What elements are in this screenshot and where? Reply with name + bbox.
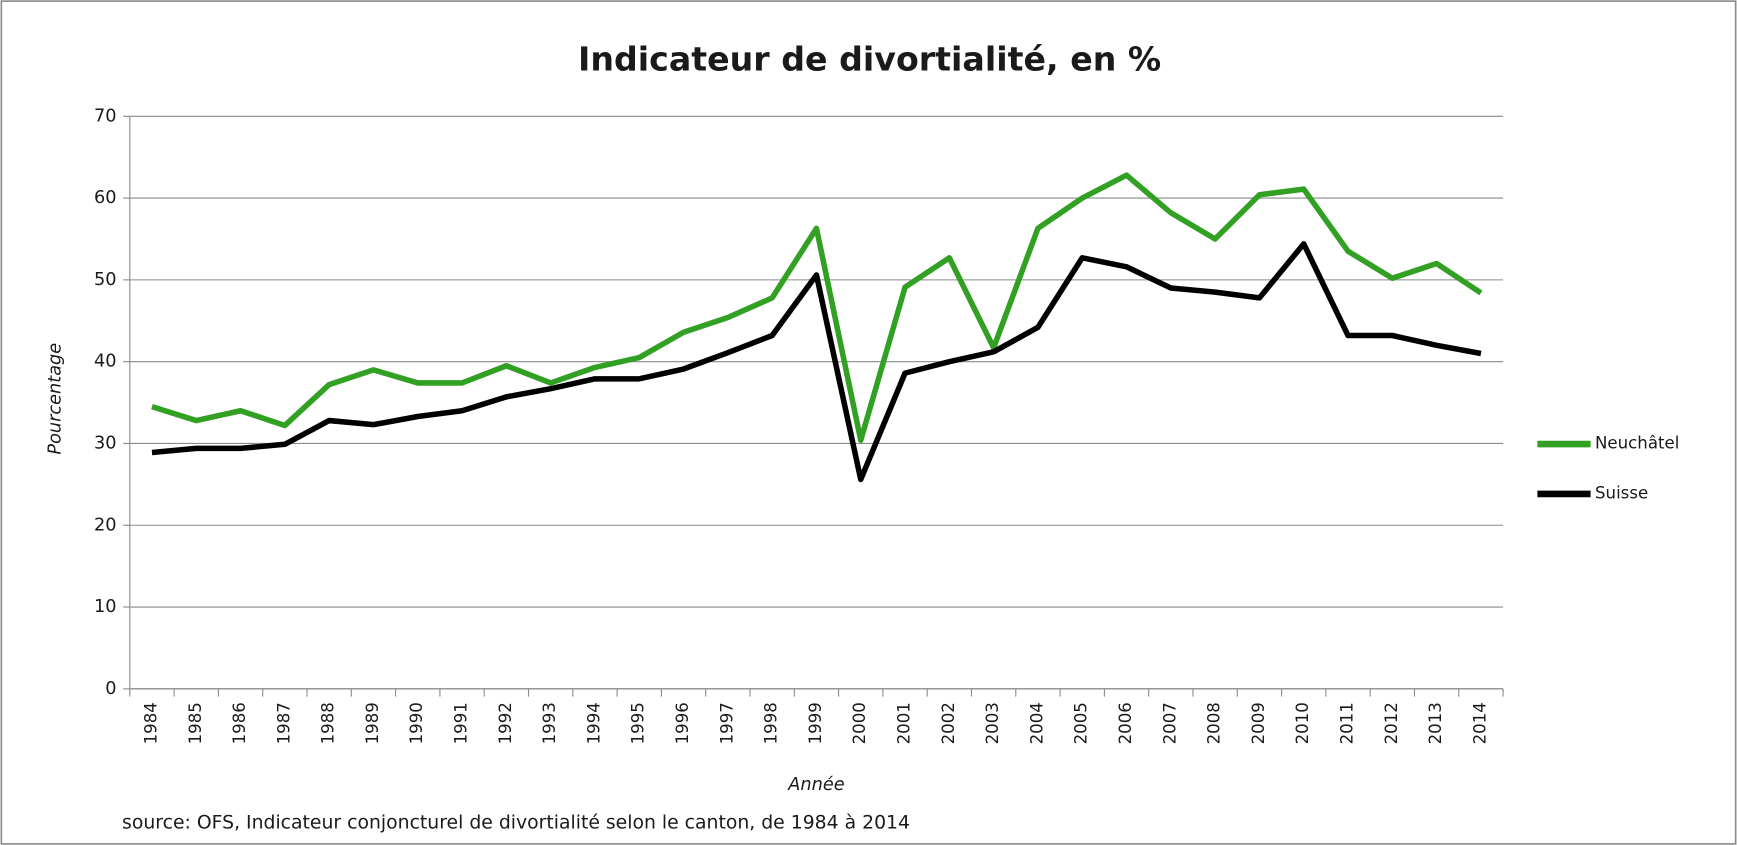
x-tick-label: 1991 [452, 702, 471, 744]
x-tick-label: 2006 [1116, 702, 1135, 744]
x-tick-label: 2000 [850, 702, 869, 744]
y-tick-label: 10 [94, 597, 117, 617]
y-tick-label: 40 [94, 352, 117, 372]
x-tick-label: 2011 [1338, 702, 1357, 744]
y-tick-label: 60 [94, 188, 117, 208]
x-tick-label: 2005 [1072, 702, 1091, 744]
x-tick-label: 1992 [496, 702, 515, 744]
x-tick-label: 1988 [319, 702, 338, 744]
x-tick-label: 1999 [806, 702, 825, 744]
y-tick-label: 50 [94, 270, 117, 290]
legend-label: Suisse [1595, 483, 1648, 502]
x-tick-label: 2014 [1470, 702, 1489, 744]
x-tick-label: 2008 [1205, 702, 1224, 744]
x-tick-label: 1997 [717, 702, 736, 744]
x-tick-label: 2010 [1293, 702, 1312, 744]
y-tick-label: 30 [94, 433, 117, 453]
x-tick-label: 2013 [1426, 702, 1445, 744]
x-tick-label: 1987 [274, 702, 293, 744]
series-line [151, 241, 1482, 483]
x-tick-label: 2001 [895, 702, 914, 744]
x-tick-label: 2004 [1027, 702, 1046, 744]
x-tick-label: 2002 [939, 702, 958, 744]
legend-label: Neuchâtel [1595, 434, 1679, 453]
chart-title: Indicateur de divortialité, en % [578, 39, 1161, 78]
x-tick-label: 1989 [363, 702, 382, 744]
x-tick-label: 1985 [186, 702, 205, 744]
source-note: source: OFS, Indicateur conjoncturel de … [122, 812, 910, 833]
y-axis-label: Pourcentage [46, 343, 66, 455]
x-tick-label: 2003 [983, 702, 1002, 744]
x-tick-label: 1996 [673, 702, 692, 744]
y-tick-label: 20 [94, 515, 117, 535]
x-tick-label: 1984 [141, 702, 160, 744]
x-tick-label: 1998 [762, 702, 781, 744]
series-line [151, 172, 1483, 443]
x-tick-label: 2012 [1382, 702, 1401, 744]
x-tick-label: 1990 [407, 702, 426, 744]
x-tick-label: 1993 [540, 702, 559, 744]
y-tick-label: 0 [105, 679, 116, 699]
x-category-ticks [129, 688, 1504, 697]
y-tick-label: 70 [94, 106, 117, 126]
x-tick-label: 1994 [584, 702, 603, 744]
x-tick-label: 2009 [1249, 702, 1268, 744]
x-axis-label: Année [787, 775, 844, 795]
x-tick-label: 1986 [230, 702, 249, 744]
x-tick-label: 2007 [1160, 702, 1179, 744]
x-tick-label: 1995 [629, 702, 648, 744]
